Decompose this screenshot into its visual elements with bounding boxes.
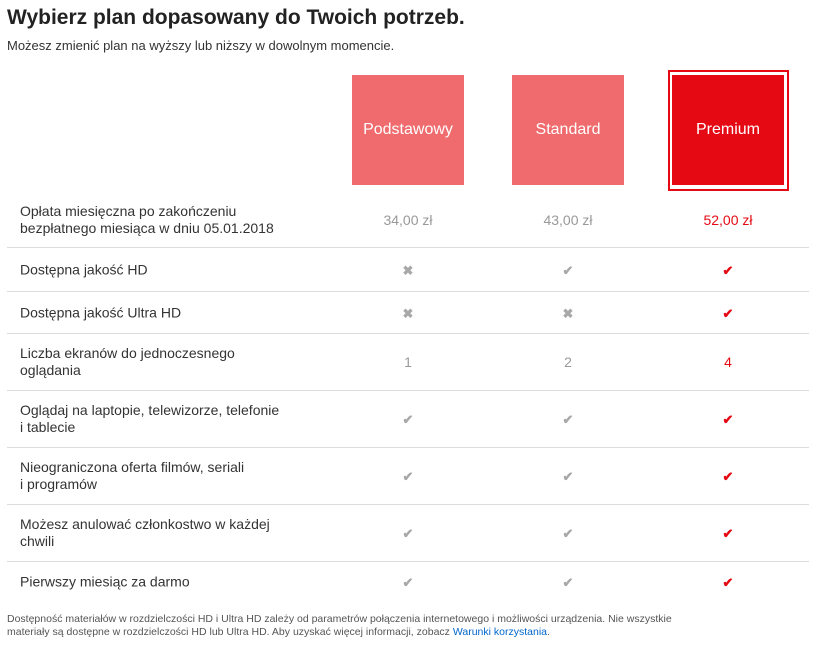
selected-plan-frame xyxy=(668,70,789,191)
row-label: Opłata miesięczna po zakończeniu bezpłat… xyxy=(20,202,274,236)
table-row: Liczba ekranów do jednoczesnego oglądani… xyxy=(7,334,809,391)
check-icon: ✔ xyxy=(722,305,734,321)
footnote: Dostępność materiałów w rozdzielczości H… xyxy=(7,613,672,638)
check-icon: ✔ xyxy=(722,526,734,541)
cross-icon: ✖ xyxy=(562,305,574,321)
row-label: Nieograniczona oferta filmów, seriali i … xyxy=(20,459,245,492)
check-icon: ✔ xyxy=(402,526,414,541)
check-icon: ✔ xyxy=(402,412,414,427)
check-icon: ✔ xyxy=(562,412,574,427)
row-label: Pierwszy miesiąc za darmo xyxy=(20,573,190,590)
check-icon: ✔ xyxy=(562,526,574,541)
row-label: Możesz anulować członkostwo w każdej chw… xyxy=(20,516,270,549)
page-subtitle: Możesz zmienić plan na wyższy lub niższy… xyxy=(7,38,395,53)
check-icon: ✔ xyxy=(402,575,414,590)
check-icon: ✔ xyxy=(402,469,414,484)
check-icon: ✔ xyxy=(562,469,574,484)
row-value-podstawowy: 1 xyxy=(404,354,412,370)
table-row: Oglądaj na laptopie, telewizorze, telefo… xyxy=(7,391,809,448)
row-value-premium: 52,00 zł xyxy=(703,211,753,228)
row-value-standard: 43,00 zł xyxy=(543,211,593,228)
check-icon: ✔ xyxy=(562,262,574,278)
table-row: Opłata miesięczna po zakończeniu bezpłat… xyxy=(7,192,809,248)
row-label: Dostępna jakość Ultra HD xyxy=(20,304,182,320)
check-icon: ✔ xyxy=(722,412,734,427)
table-row: Nieograniczona oferta filmów, seriali i … xyxy=(7,448,809,505)
page-title: Wybierz plan dopasowany do Twoich potrze… xyxy=(7,6,465,29)
plan-podstawowy-button[interactable]: Podstawowy xyxy=(352,75,464,185)
plan-standard-button[interactable]: Standard xyxy=(512,75,624,185)
table-row: Dostępna jakość Ultra HD ✖ ✖ ✔ xyxy=(7,292,809,334)
check-icon: ✔ xyxy=(722,262,734,278)
row-value-standard: 2 xyxy=(564,354,572,370)
terms-link[interactable]: Warunki korzystania xyxy=(452,626,547,638)
check-icon: ✔ xyxy=(722,469,734,484)
cross-icon: ✖ xyxy=(402,305,414,321)
cross-icon: ✖ xyxy=(402,262,414,278)
check-icon: ✔ xyxy=(562,575,574,590)
table-row: Dostępna jakość HD ✖ ✔ ✔ xyxy=(7,248,809,292)
row-label: Liczba ekranów do jednoczesnego oglądani… xyxy=(20,345,235,378)
row-label: Oglądaj na laptopie, telewizorze, telefo… xyxy=(20,402,280,435)
table-row: Pierwszy miesiąc za darmo ✔ ✔ ✔ xyxy=(7,562,809,602)
row-value-podstawowy: 34,00 zł xyxy=(383,211,433,228)
plan-premium-button[interactable]: Premium xyxy=(672,75,784,185)
table-row: Możesz anulować członkostwo w każdej chw… xyxy=(7,505,809,562)
row-value-premium: 4 xyxy=(724,354,732,370)
row-label: Dostępna jakość HD xyxy=(20,261,148,277)
check-icon: ✔ xyxy=(722,575,734,590)
